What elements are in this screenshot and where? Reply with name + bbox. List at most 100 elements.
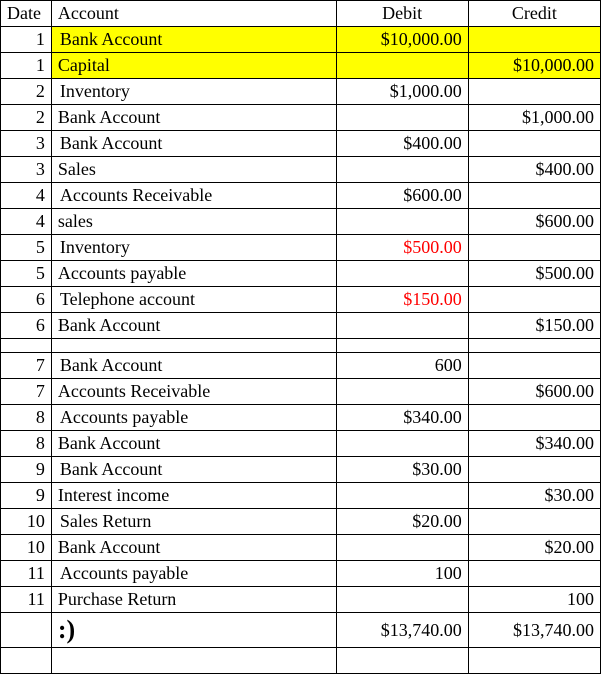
header-credit: Credit <box>468 1 600 27</box>
total-credit: $13,740.00 <box>468 613 600 648</box>
cell-debit <box>336 379 468 405</box>
table-row: 7Bank Account600 <box>1 353 601 379</box>
cell-date: 7 <box>1 379 52 405</box>
cell-debit: $150.00 <box>336 287 468 313</box>
cell-date: 9 <box>1 483 52 509</box>
total-row: :)$13,740.00$13,740.00 <box>1 613 601 648</box>
cell-date: 1 <box>1 53 52 79</box>
spacer-row <box>1 339 601 353</box>
cell-account: Sales <box>51 157 336 183</box>
cell-date: 1 <box>1 27 52 53</box>
table-row: 1Capital $10,000.00 <box>1 53 601 79</box>
cell-debit: $600.00 <box>336 183 468 209</box>
cell-date: 5 <box>1 235 52 261</box>
cell-account: Bank Account <box>51 457 336 483</box>
header-account: Account <box>51 1 336 27</box>
total-debit: $13,740.00 <box>336 613 468 648</box>
cell-credit: $10,000.00 <box>468 53 600 79</box>
cell-date: 11 <box>1 561 52 587</box>
total-smiley: :) <box>51 613 336 648</box>
table-row: 1Bank Account$10,000.00 <box>1 27 601 53</box>
cell-account: Inventory <box>51 235 336 261</box>
cell-debit: $30.00 <box>336 457 468 483</box>
table-row: 8Bank Account$340.00 <box>1 431 601 457</box>
table-row: 7Accounts Receivable $600.00 <box>1 379 601 405</box>
journal-table: Date Account Debit Credit 1Bank Account$… <box>0 0 601 674</box>
cell-debit <box>336 535 468 561</box>
table-row: 6Bank Account$150.00 <box>1 313 601 339</box>
cell-account: Bank Account <box>51 131 336 157</box>
cell-date: 6 <box>1 287 52 313</box>
cell-account: Capital <box>51 53 336 79</box>
cell-date: 5 <box>1 261 52 287</box>
table-row: 10Sales Return$20.00 <box>1 509 601 535</box>
cell-account: Accounts Receivable <box>51 183 336 209</box>
cell-date: 10 <box>1 509 52 535</box>
cell-account: Accounts payable <box>51 561 336 587</box>
cell-credit: $600.00 <box>468 209 600 235</box>
cell-account: Accounts payable <box>51 261 336 287</box>
cell-credit: $500.00 <box>468 261 600 287</box>
cell-credit <box>468 561 600 587</box>
cell-credit <box>468 353 600 379</box>
cell-account: Bank Account <box>51 27 336 53</box>
cell-debit <box>336 105 468 131</box>
table-row: 4sales $600.00 <box>1 209 601 235</box>
cell-credit <box>468 79 600 105</box>
cell-account: Bank Account <box>51 535 336 561</box>
header-debit: Debit <box>336 1 468 27</box>
cell-account: Sales Return <box>51 509 336 535</box>
cell-credit <box>468 405 600 431</box>
cell-debit <box>336 483 468 509</box>
cell-account: Bank Account <box>51 353 336 379</box>
cell-date: 6 <box>1 313 52 339</box>
table-row: 5Inventory$500.00 <box>1 235 601 261</box>
cell-debit: $1,000.00 <box>336 79 468 105</box>
cell-date: 2 <box>1 105 52 131</box>
cell-account: Bank Account <box>51 105 336 131</box>
cell-date: 4 <box>1 209 52 235</box>
table-row: 2Inventory$1,000.00 <box>1 79 601 105</box>
cell-date: 8 <box>1 405 52 431</box>
cell-credit <box>468 287 600 313</box>
cell-account: Accounts Receivable <box>51 379 336 405</box>
cell-credit <box>468 509 600 535</box>
cell-credit <box>468 235 600 261</box>
cell-debit: 600 <box>336 353 468 379</box>
table-row: 3Bank Account$400.00 <box>1 131 601 157</box>
cell-debit <box>336 53 468 79</box>
cell-debit <box>336 587 468 613</box>
cell-date: 11 <box>1 587 52 613</box>
table-row: 3Sales $400.00 <box>1 157 601 183</box>
cell-date: 7 <box>1 353 52 379</box>
table-row: 6Telephone account$150.00 <box>1 287 601 313</box>
cell-credit: $20.00 <box>468 535 600 561</box>
cell-debit: $340.00 <box>336 405 468 431</box>
cell-account: Inventory <box>51 79 336 105</box>
table-row: 9Interest income$30.00 <box>1 483 601 509</box>
cell-account: Telephone account <box>51 287 336 313</box>
cell-credit <box>468 27 600 53</box>
table-row: 2Bank Account$1,000.00 <box>1 105 601 131</box>
cell-date: 4 <box>1 183 52 209</box>
cell-credit: $400.00 <box>468 157 600 183</box>
cell-date: 3 <box>1 131 52 157</box>
cell-date: 9 <box>1 457 52 483</box>
cell-account: sales <box>51 209 336 235</box>
cell-debit <box>336 157 468 183</box>
table-row: 9Bank Account$30.00 <box>1 457 601 483</box>
cell-debit: $10,000.00 <box>336 27 468 53</box>
cell-date: 3 <box>1 157 52 183</box>
cell-debit <box>336 261 468 287</box>
cell-credit <box>468 131 600 157</box>
cell-credit: $600.00 <box>468 379 600 405</box>
table-row: 8Accounts payable$340.00 <box>1 405 601 431</box>
cell-debit <box>336 209 468 235</box>
cell-account: Interest income <box>51 483 336 509</box>
header-date: Date <box>1 1 52 27</box>
cell-credit <box>468 183 600 209</box>
cell-account: Bank Account <box>51 431 336 457</box>
cell-account: Accounts payable <box>51 405 336 431</box>
total-date-blank <box>1 613 52 648</box>
table-row: 10Bank Account$20.00 <box>1 535 601 561</box>
